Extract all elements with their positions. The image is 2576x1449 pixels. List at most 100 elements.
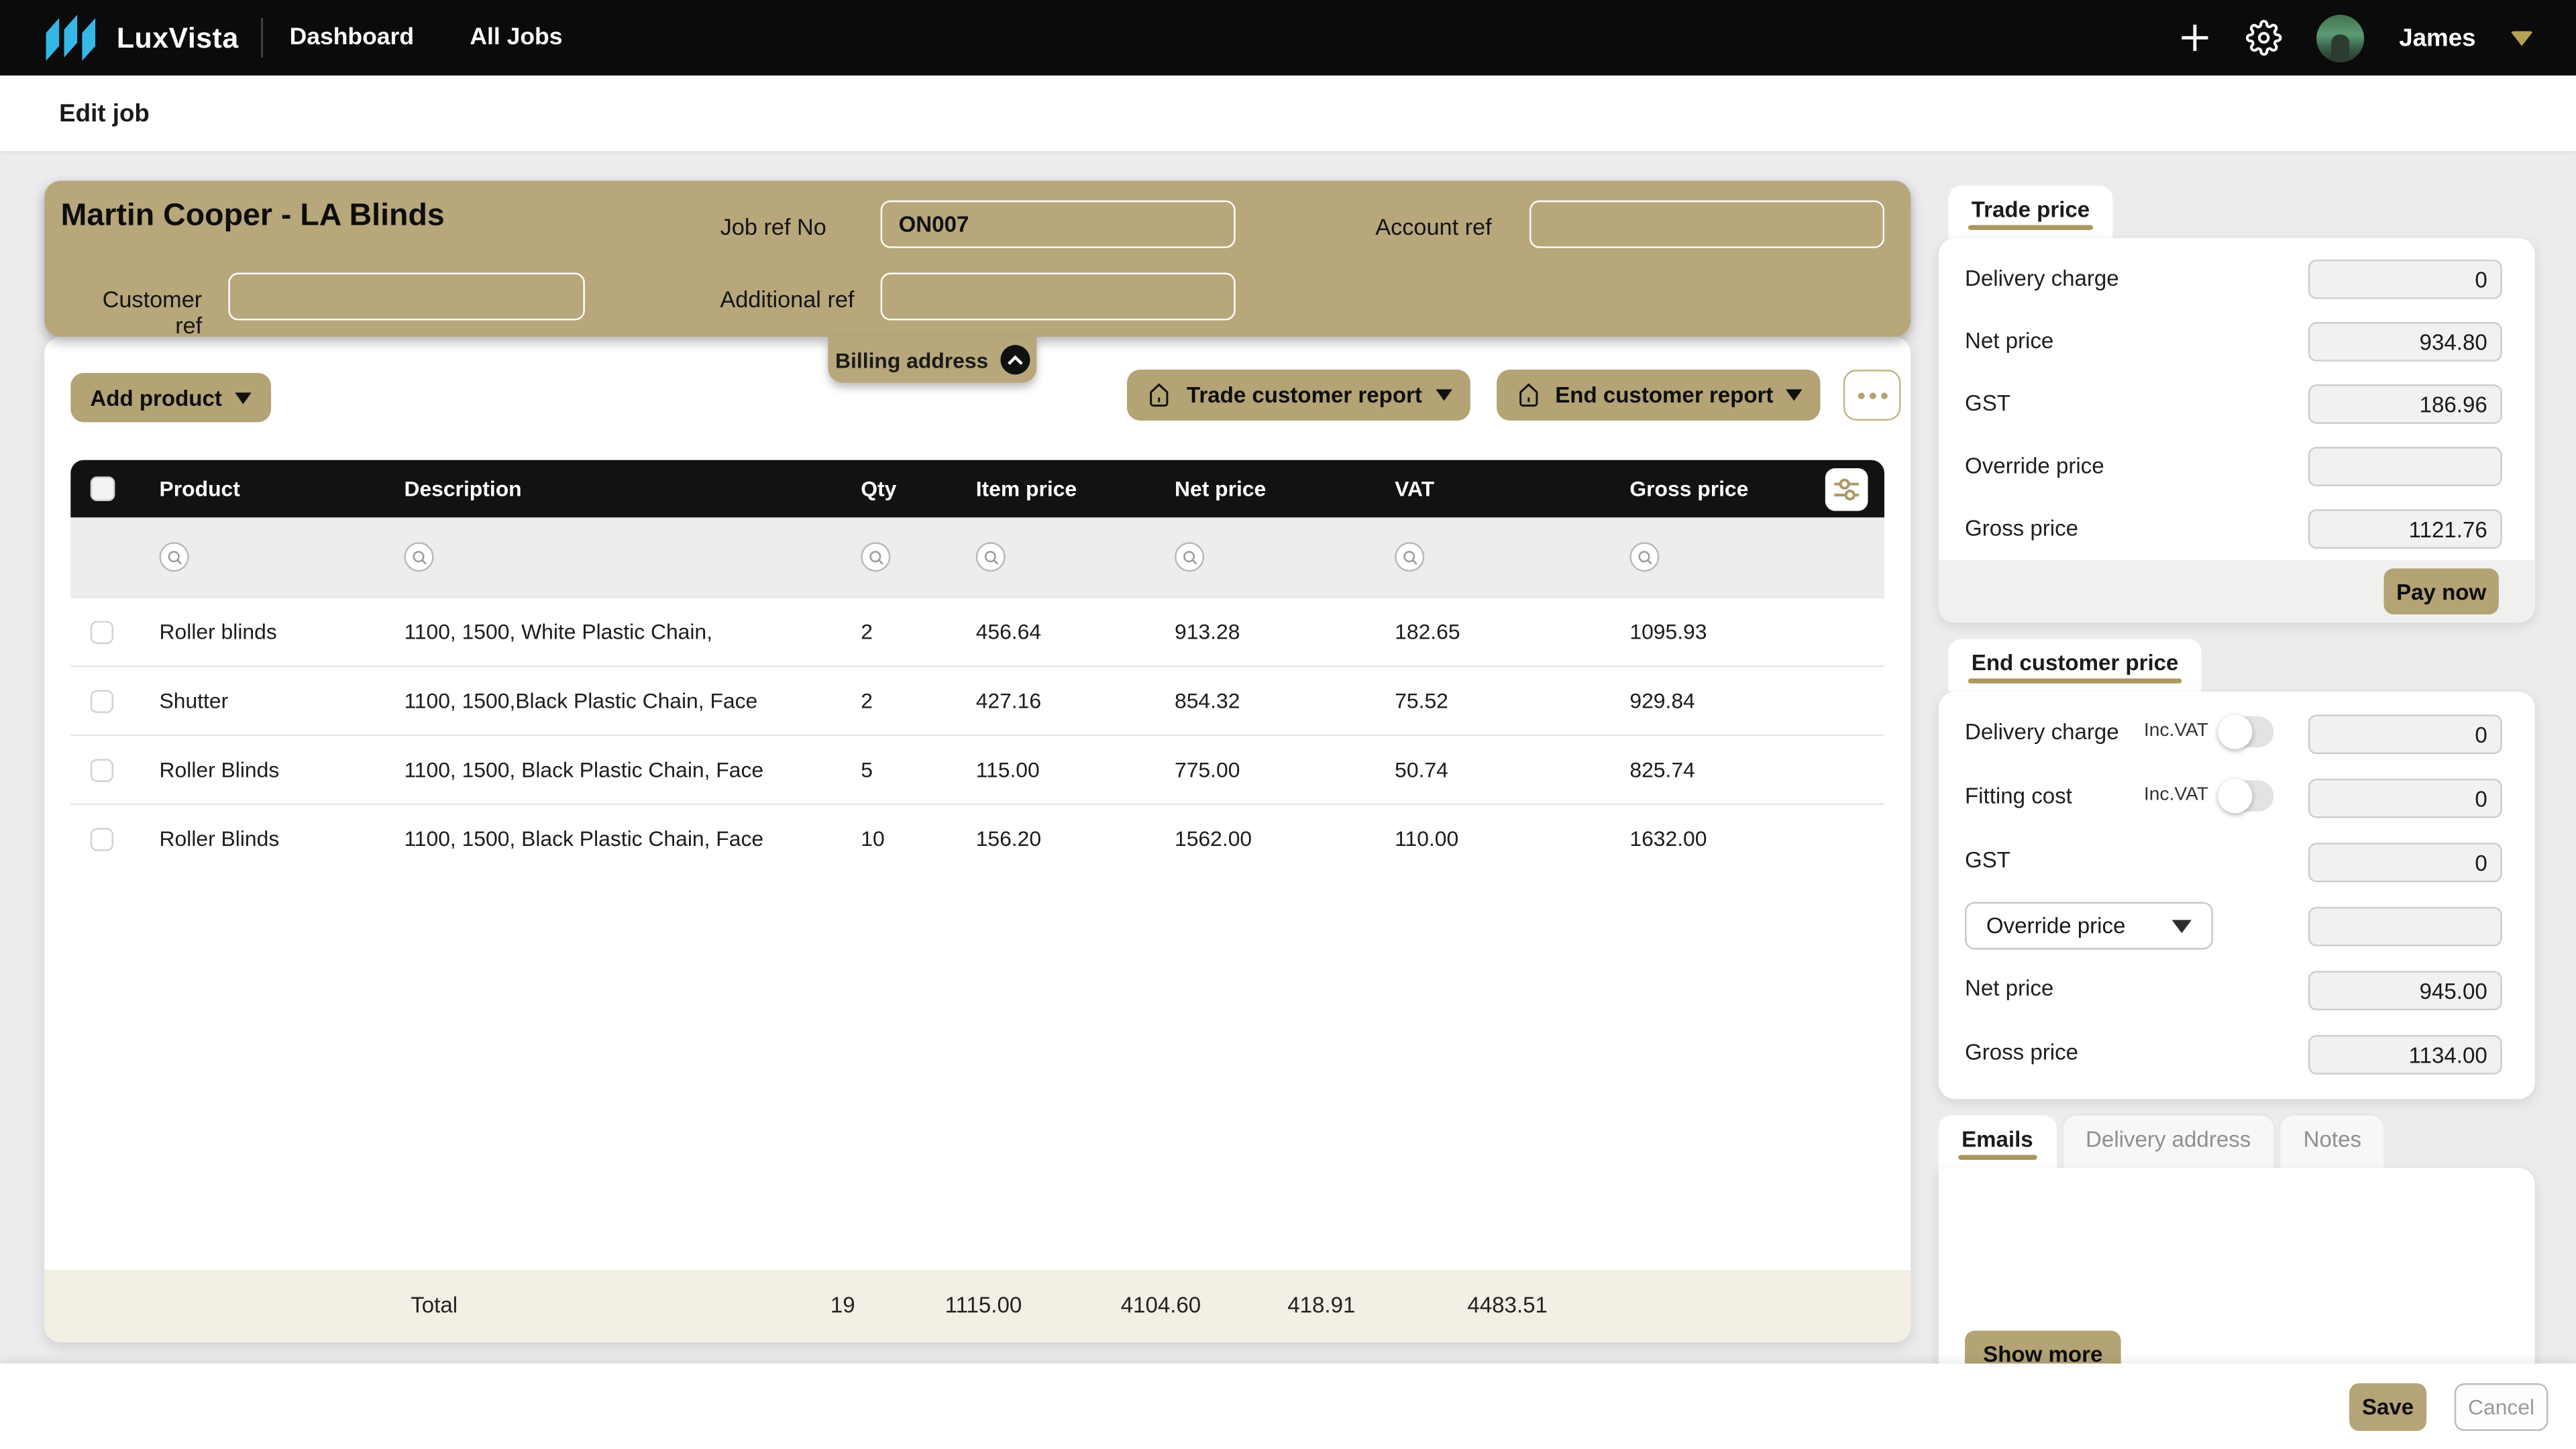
table-row[interactable]: Roller Blinds 1100, 1500, Black Plastic … — [70, 803, 1884, 873]
footer-bar: Save Cancel — [0, 1363, 2576, 1449]
end-customer-report-button[interactable]: End customer report — [1497, 370, 1821, 421]
gross-price-input[interactable] — [2308, 509, 2502, 549]
trade-report-label: Trade customer report — [1187, 382, 1422, 408]
tab-delivery-address[interactable]: Delivery address — [2062, 1115, 2274, 1169]
table-row[interactable]: Roller Blinds 1100, 1500, Black Plastic … — [70, 734, 1884, 804]
chevron-down-icon — [1435, 389, 1452, 401]
tab-emails[interactable]: Emails — [1938, 1115, 2056, 1169]
brand[interactable]: LuxVista — [44, 15, 239, 61]
job-header-card: Martin Cooper - LA Blinds Job ref No Acc… — [44, 180, 1911, 338]
override-price-dropdown[interactable]: Override price — [1964, 902, 2213, 950]
row-checkbox[interactable] — [90, 620, 113, 643]
account-ref-input[interactable] — [1529, 200, 1884, 248]
cell-item-price: 115.00 — [975, 757, 1040, 782]
filter-qty-search-icon[interactable] — [861, 542, 891, 572]
right-column: Trade price Delivery charge Net price GS… — [1938, 185, 2535, 1400]
filter-vat-search-icon[interactable] — [1395, 542, 1425, 572]
billing-address-toggle[interactable]: Billing address — [828, 337, 1037, 383]
cell-qty: 2 — [861, 619, 873, 645]
cell-item-price: 427.16 — [975, 688, 1042, 713]
fitting-cost-input[interactable] — [2308, 778, 2502, 818]
delivery-charge-input[interactable] — [2308, 259, 2502, 299]
add-product-label: Add product — [90, 385, 222, 411]
sliders-icon — [1834, 478, 1860, 500]
filter-description-search-icon[interactable] — [404, 542, 434, 572]
trade-customer-report-button[interactable]: Trade customer report — [1127, 370, 1470, 421]
cell-qty: 10 — [861, 826, 885, 851]
gst-label: GST — [1964, 390, 2010, 416]
user-avatar[interactable] — [2316, 13, 2365, 62]
cancel-button[interactable]: Cancel — [2454, 1383, 2548, 1432]
filter-gross-price-search-icon[interactable] — [1629, 542, 1660, 572]
chevron-down-icon — [235, 392, 252, 404]
settings-gear-icon[interactable] — [2246, 19, 2283, 56]
ec-delivery-charge-input[interactable] — [2308, 714, 2502, 755]
additional-ref-input[interactable] — [880, 272, 1236, 321]
nav-link-dashboard[interactable]: Dashboard — [289, 24, 415, 51]
tab-trade-price[interactable]: Trade price — [1948, 185, 2113, 239]
plus-icon[interactable] — [2179, 21, 2212, 54]
ec-net-price-input[interactable] — [2308, 971, 2502, 1011]
add-product-button[interactable]: Add product — [70, 372, 272, 423]
products-table: Product Description Qty Item price Net p… — [70, 460, 1884, 873]
more-actions-button[interactable] — [1843, 370, 1901, 421]
tab-notes[interactable]: Notes — [2280, 1115, 2385, 1169]
user-menu-chevron-down-icon[interactable] — [2510, 30, 2534, 46]
cell-net-price: 913.28 — [1175, 619, 1240, 645]
billing-address-label: Billing address — [835, 347, 989, 372]
column-settings-button[interactable] — [1825, 467, 1868, 511]
row-checkbox[interactable] — [90, 758, 113, 782]
brand-name: LuxVista — [116, 20, 239, 54]
cell-gross-price: 929.84 — [1629, 688, 1695, 713]
notes-tab-label: Notes — [2303, 1127, 2362, 1152]
job-ref-input[interactable] — [880, 200, 1236, 248]
ec-override-input[interactable] — [2308, 906, 2502, 947]
filter-product-search-icon[interactable] — [159, 542, 189, 572]
total-vat: 418.91 — [1287, 1293, 1356, 1318]
cancel-label: Cancel — [2468, 1395, 2535, 1419]
override-price-input[interactable] — [2308, 447, 2502, 486]
cell-vat: 110.00 — [1395, 826, 1459, 851]
row-checkbox[interactable] — [90, 827, 113, 851]
ec-gross-price-input[interactable] — [2308, 1034, 2502, 1075]
total-item-price: 1115.00 — [945, 1293, 1022, 1318]
table-row[interactable]: Roller blinds 1100, 1500, White Plastic … — [70, 596, 1884, 665]
table-total-row: Total 19 1115.00 4104.60 418.91 4483.51 — [44, 1270, 1911, 1342]
filter-item-price-search-icon[interactable] — [975, 542, 1006, 572]
save-button[interactable]: Save — [2349, 1383, 2427, 1432]
table-header-row: Product Description Qty Item price Net p… — [70, 460, 1884, 518]
cell-vat: 182.65 — [1395, 619, 1460, 645]
filter-net-price-search-icon[interactable] — [1175, 542, 1205, 572]
nav-link-all-jobs[interactable]: All Jobs — [470, 24, 563, 51]
customer-ref-input[interactable] — [228, 272, 585, 321]
job-ref-label: Job ref No — [720, 213, 826, 240]
user-name[interactable]: James — [2399, 23, 2476, 52]
cell-qty: 5 — [861, 757, 873, 782]
chevron-up-icon — [1000, 345, 1030, 375]
nav-divider — [261, 17, 264, 58]
cell-description: 1100, 1500,Black Plastic Chain, Face — [404, 688, 758, 713]
net-price-input[interactable] — [2308, 322, 2502, 362]
gst-input[interactable] — [2308, 384, 2502, 424]
tab-end-customer-price[interactable]: End customer price — [1948, 639, 2202, 692]
cell-gross-price: 825.74 — [1629, 757, 1695, 782]
select-all-checkbox[interactable] — [90, 476, 115, 501]
ec-gst-input[interactable] — [2308, 843, 2502, 883]
report-icon — [1519, 383, 1538, 407]
delivery-inc-vat-toggle[interactable] — [2218, 714, 2274, 749]
row-checkbox[interactable] — [90, 689, 113, 712]
pay-now-label: Pay now — [2396, 579, 2487, 604]
pay-now-button[interactable]: Pay now — [2383, 568, 2499, 614]
table-filter-row — [70, 517, 1884, 596]
col-qty: Qty — [861, 476, 897, 501]
cell-net-price: 854.32 — [1175, 688, 1240, 713]
cell-description: 1100, 1500, White Plastic Chain, — [404, 619, 713, 645]
luxvista-logo-icon — [46, 15, 96, 61]
cell-product: Roller Blinds — [159, 826, 280, 851]
fitting-inc-vat-toggle[interactable] — [2218, 778, 2274, 814]
emails-panel: Show more — [1938, 1168, 2535, 1400]
table-row[interactable]: Shutter 1100, 1500,Black Plastic Chain, … — [70, 665, 1884, 735]
net-price-label: Net price — [1964, 328, 2054, 354]
bottom-tabs: Emails Delivery address Notes — [1938, 1115, 2535, 1169]
